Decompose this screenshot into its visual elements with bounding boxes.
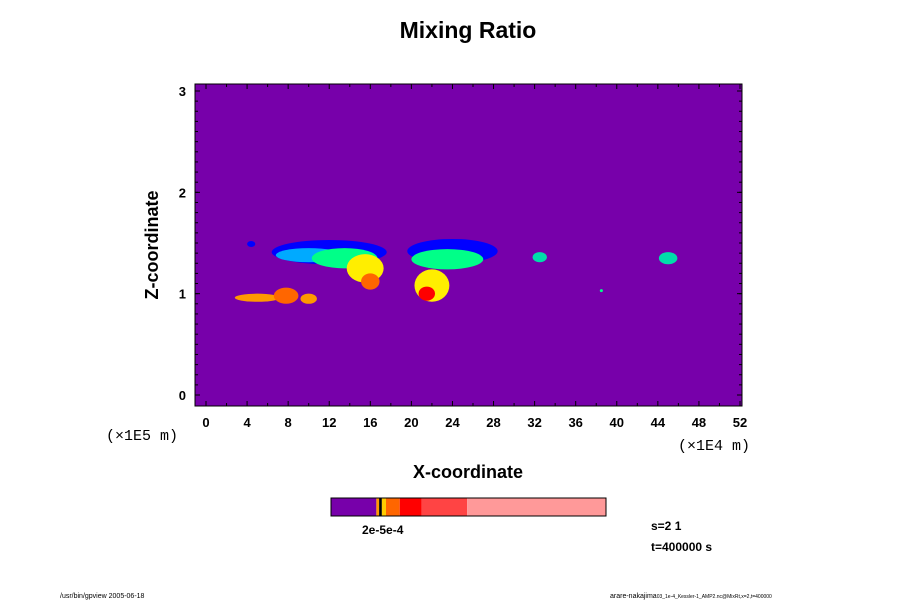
colorbar-segment-6: [421, 498, 468, 516]
chart-title: Mixing Ratio: [400, 17, 537, 43]
x-tick-label: 48: [692, 415, 706, 430]
colorbar-segment-3: [381, 498, 386, 516]
colorbar-segment-5: [399, 498, 422, 516]
x-axis-ticks: 0 4 8 12 16 20 24 28 32 36 40 44 48 52: [202, 84, 747, 430]
y-tick-label: 3: [179, 84, 186, 99]
footer-right: arare-nakajima03_1e-4_Kessler-1_AMP2.nc@…: [610, 593, 772, 600]
x-tick-label: 44: [651, 415, 666, 430]
info-t: t=400000 s: [651, 540, 712, 554]
footer-right-name: arare-nakajima: [610, 593, 657, 600]
footer-right-small: 03_1e-4_Kessler-1_AMP2.nc@MixRt,x=2,t=40…: [657, 594, 772, 600]
colorbar-segment-2: [379, 498, 382, 516]
colorbar: [331, 498, 606, 516]
colorbar-segment-7: [467, 498, 606, 516]
x-tick-label: 8: [285, 415, 292, 430]
x-tick-label: 16: [363, 415, 377, 430]
y-tick-label: 0: [179, 388, 186, 403]
field-patch-10: [532, 252, 547, 263]
y-unit-label: (×1E5 m): [106, 428, 178, 445]
info-s: s=2 1: [651, 519, 682, 533]
colorbar-frame: [330, 497, 607, 517]
x-tick-label: 32: [527, 415, 541, 430]
mixing-ratio-field: [234, 238, 678, 304]
x-tick-label: 40: [610, 415, 624, 430]
field-patch-9: [418, 286, 436, 301]
x-axis-label: X-coordinate: [413, 462, 523, 482]
field-patch-7: [411, 249, 484, 270]
footer-left: /usr/bin/gpview 2005-06-18: [60, 593, 145, 600]
x-tick-label: 12: [322, 415, 336, 430]
plot-area: [194, 83, 743, 407]
x-tick-label: 36: [568, 415, 582, 430]
field-patch-14: [273, 287, 299, 304]
x-tick-label: 4: [243, 415, 251, 430]
x-tick-label: 24: [445, 415, 460, 430]
colorbar-segment-1: [376, 498, 380, 516]
x-tick-label: 0: [202, 415, 209, 430]
field-patch-0: [247, 240, 256, 248]
field-patch-5: [361, 273, 380, 290]
field-patch-15: [300, 293, 317, 304]
plot-frame: [194, 83, 743, 407]
y-axis-ticks: 0 1 2 3: [179, 84, 742, 403]
colorbar-segment-4: [386, 498, 400, 516]
field-patch-12: [599, 289, 603, 293]
x-tick-label: 28: [486, 415, 500, 430]
y-tick-label: 1: [179, 287, 186, 302]
y-tick-label: 2: [179, 185, 186, 200]
field-patch-11: [658, 252, 678, 265]
x-unit-label: (×1E4 m): [678, 438, 750, 455]
colorbar-segment-0: [331, 498, 377, 516]
colorbar-label: 2e-5e-4: [362, 523, 404, 537]
x-tick-label: 52: [733, 415, 747, 430]
x-tick-label: 20: [404, 415, 418, 430]
y-axis-label: Z-coordinate: [142, 190, 162, 299]
field-patch-13: [234, 293, 280, 302]
